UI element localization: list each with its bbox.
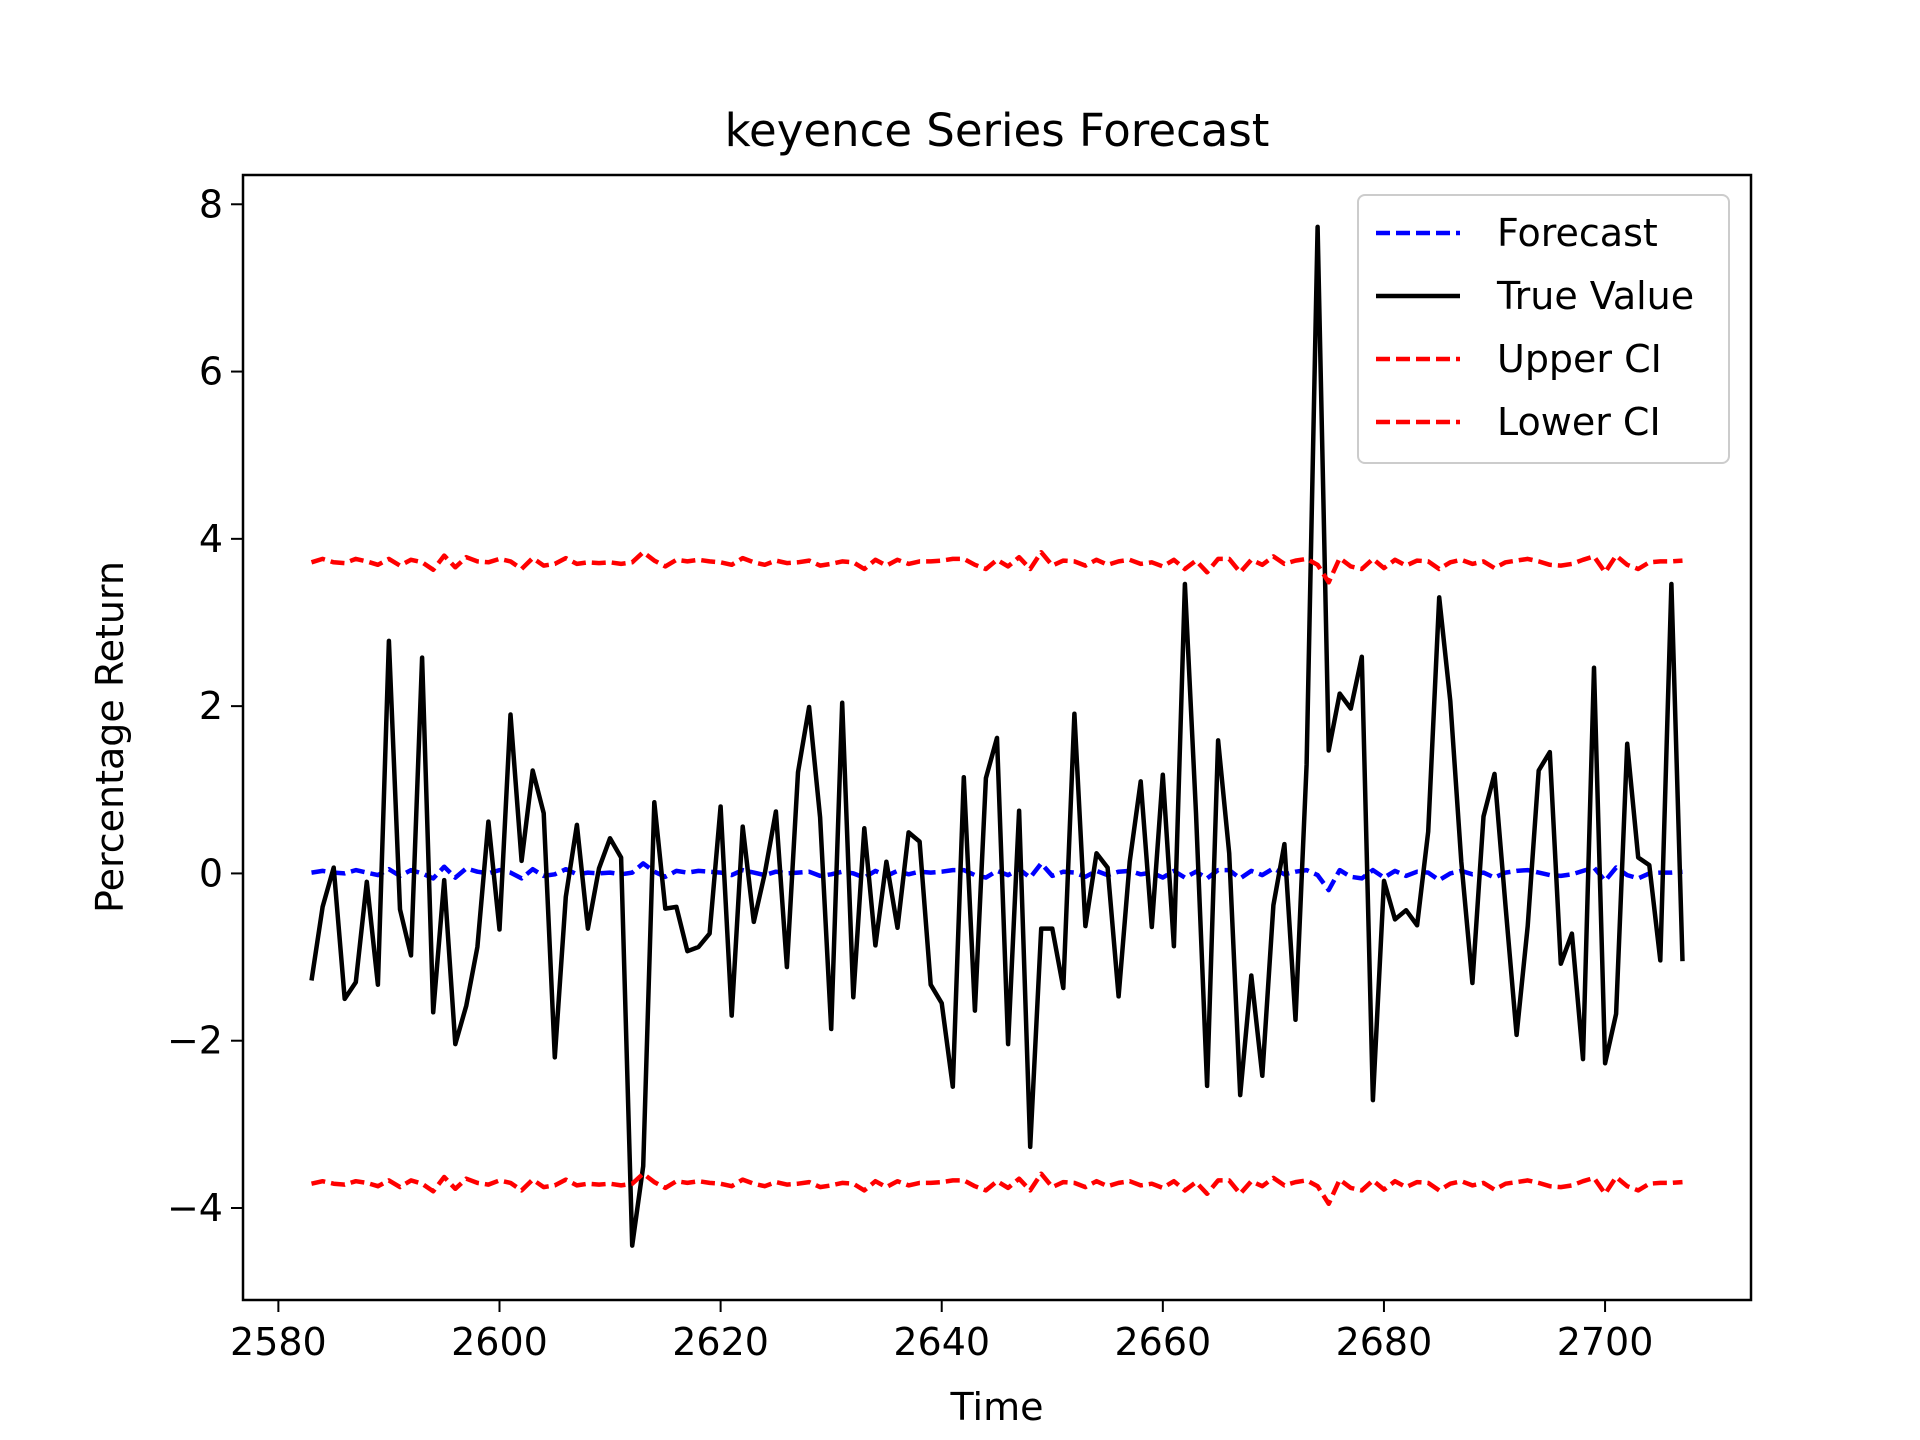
y-tick-label: 2 bbox=[199, 684, 223, 728]
x-tick-label: 2640 bbox=[893, 1320, 990, 1364]
x-tick-label: 2680 bbox=[1336, 1320, 1433, 1364]
y-tick-label: 0 bbox=[199, 851, 223, 895]
x-tick-label: 2700 bbox=[1557, 1320, 1654, 1364]
chart-title: keyence Series Forecast bbox=[725, 104, 1270, 157]
y-tick-label: 4 bbox=[199, 517, 223, 561]
x-tick-label: 2580 bbox=[230, 1320, 327, 1364]
x-tick-label: 2620 bbox=[672, 1320, 769, 1364]
legend-label-lower-ci: Lower CI bbox=[1497, 400, 1661, 444]
y-tick-label: −2 bbox=[167, 1019, 223, 1063]
legend-entries: Forecast True Value Upper CI Lower CI bbox=[1376, 211, 1694, 444]
plot-lines bbox=[309, 224, 1685, 1248]
legend-label-forecast: Forecast bbox=[1497, 211, 1658, 255]
x-axis: 2580 2600 2620 2640 2660 2680 2700 bbox=[230, 1300, 1653, 1364]
legend-label-true-value: True Value bbox=[1496, 274, 1694, 318]
series-line-upper-ci bbox=[310, 549, 1683, 585]
series-line-lower-ci bbox=[311, 1171, 1683, 1207]
x-tick-label: 2660 bbox=[1114, 1320, 1211, 1364]
x-axis-label: Time bbox=[950, 1385, 1044, 1429]
y-tick-label: −4 bbox=[167, 1186, 223, 1230]
legend: Forecast True Value Upper CI Lower CI bbox=[1357, 194, 1730, 464]
series-line-true-value bbox=[309, 224, 1685, 1248]
y-tick-label: 6 bbox=[199, 350, 223, 394]
plot-frame bbox=[241, 173, 1753, 1302]
y-axis-label: Percentage Return bbox=[88, 561, 132, 913]
x-tick-label: 2600 bbox=[451, 1320, 548, 1364]
legend-box bbox=[1357, 194, 1730, 464]
legend-label-upper-ci: Upper CI bbox=[1497, 337, 1662, 381]
y-axis: −4 −2 0 2 4 6 8 bbox=[167, 182, 243, 1230]
y-tick-label: 8 bbox=[199, 182, 223, 226]
